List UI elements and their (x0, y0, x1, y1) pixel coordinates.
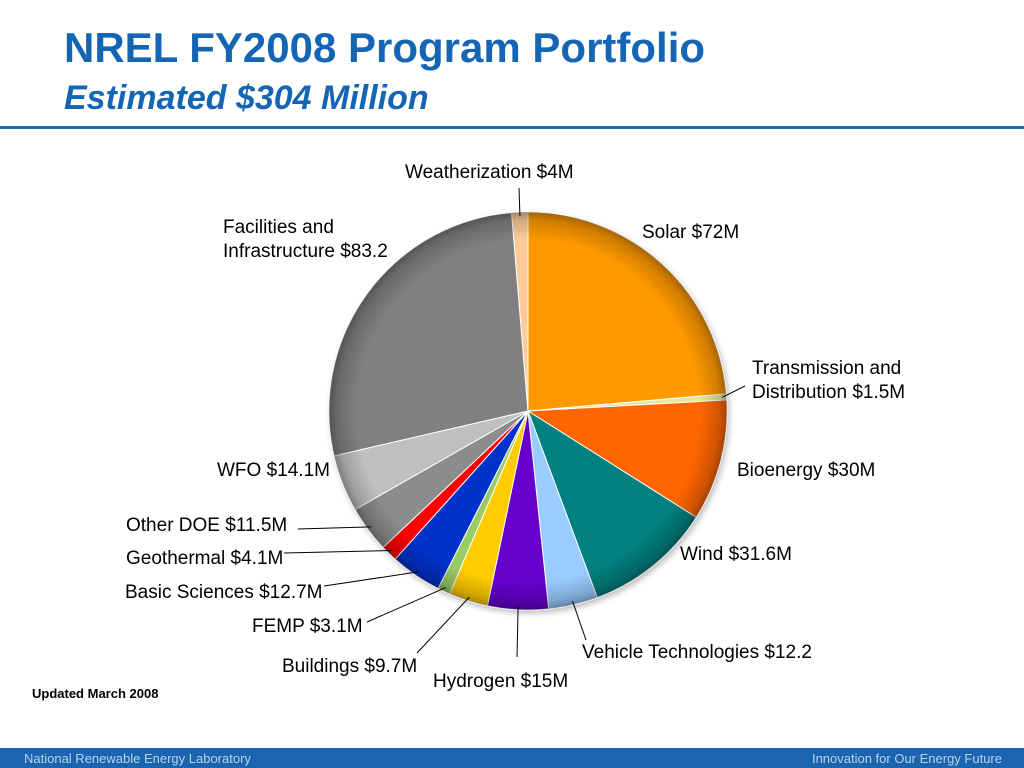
leader-line-femp (366, 587, 446, 623)
slice-label-solar: Solar $72M (642, 222, 739, 243)
footer-tagline: Innovation for Our Energy Future (811, 751, 1002, 766)
slice-label-buildings: Buildings $9.7M (282, 656, 417, 677)
leader-line-basic-sciences (323, 571, 418, 587)
slice-label-bioenergy: Bioenergy $30M (737, 460, 875, 481)
footer-organization: National Renewable Energy Laboratory (24, 751, 251, 766)
slice-label-wind: Wind $31.6M (680, 544, 792, 565)
leader-line-other-doe (297, 526, 372, 530)
leader-line-weatherization (518, 187, 521, 217)
footer-bar: National Renewable Energy Laboratory Inn… (0, 748, 1024, 768)
slice-label-hydrogen: Hydrogen $15M (433, 671, 568, 692)
slice-label-femp: FEMP $3.1M (252, 616, 363, 637)
updated-note: Updated March 2008 (32, 686, 159, 701)
slice-label-wfo: WFO $14.1M (217, 460, 330, 481)
slice-label-basic-sciences: Basic Sciences $12.7M (125, 582, 323, 603)
slice-label-transmission: Transmission and Distribution $1.5M (752, 358, 905, 403)
title-divider (0, 126, 1024, 129)
leader-line-hydrogen (516, 605, 519, 658)
leader-line-geothermal (283, 550, 392, 554)
leader-line-vehicle (571, 600, 587, 641)
slice-label-vehicle: Vehicle Technologies $12.2 (582, 642, 812, 663)
leader-line-transmission (722, 385, 746, 398)
slice-label-geothermal: Geothermal $4.1M (126, 548, 283, 569)
slide-subtitle: Estimated $304 Million (64, 79, 429, 117)
leader-line-buildings (416, 596, 470, 654)
slice-label-other-doe: Other DOE $11.5M (126, 515, 287, 536)
slice-label-facilities: Facilities and Infrastructure $83.2 (223, 217, 388, 262)
slide-title: NREL FY2008 Program Portfolio (64, 24, 706, 71)
slice-label-weatherization: Weatherization $4M (405, 162, 574, 183)
